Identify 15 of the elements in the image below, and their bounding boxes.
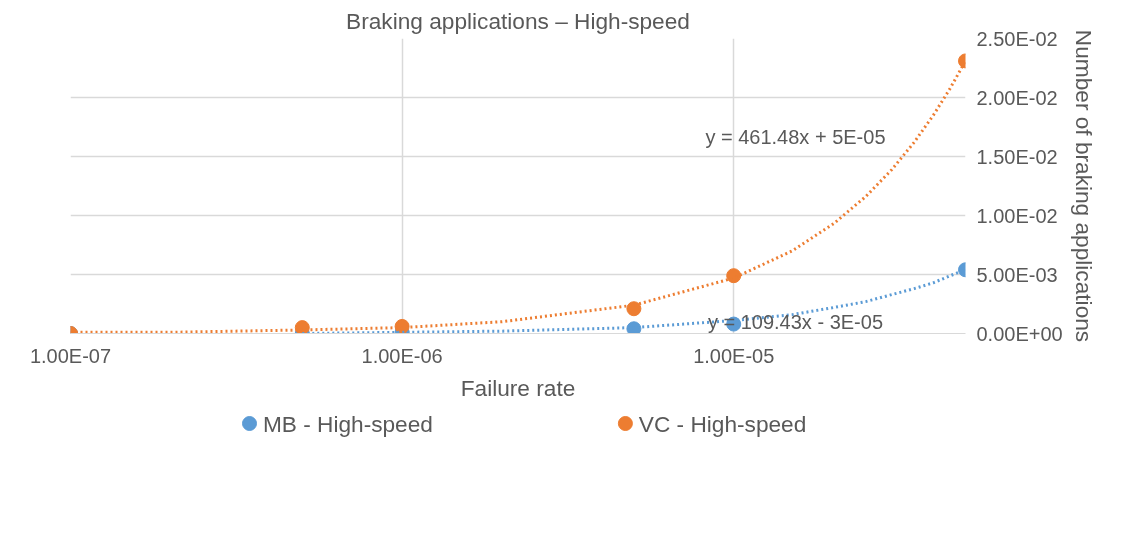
x-tick-label: 1.00E-06: [361, 344, 443, 367]
y-axis-title: Number of braking applications: [1070, 29, 1097, 343]
y-tick-label: 1.50E-02: [976, 145, 1058, 168]
y-tick-label: 5.00E-03: [976, 263, 1058, 286]
x-tick-label: 1.00E-07: [29, 344, 112, 367]
y-tick-label: 0.00E+00: [976, 322, 1063, 345]
legend-label: MB - High-speed: [262, 410, 433, 437]
chart-title: Braking applications – High-speed: [346, 7, 690, 34]
y-tick-label: 2.50E-02: [976, 27, 1058, 50]
legend-label: VC - High-speed: [638, 410, 807, 437]
y-tick-label: 2.00E-02: [976, 86, 1058, 109]
y-tick-label: 1.00E-02: [976, 204, 1058, 227]
x-axis-title: Failure rate: [460, 374, 576, 401]
annotation: y = 461.48x + 5E-05: [705, 125, 886, 148]
x-tick-label: 1.00E-05: [693, 344, 775, 367]
